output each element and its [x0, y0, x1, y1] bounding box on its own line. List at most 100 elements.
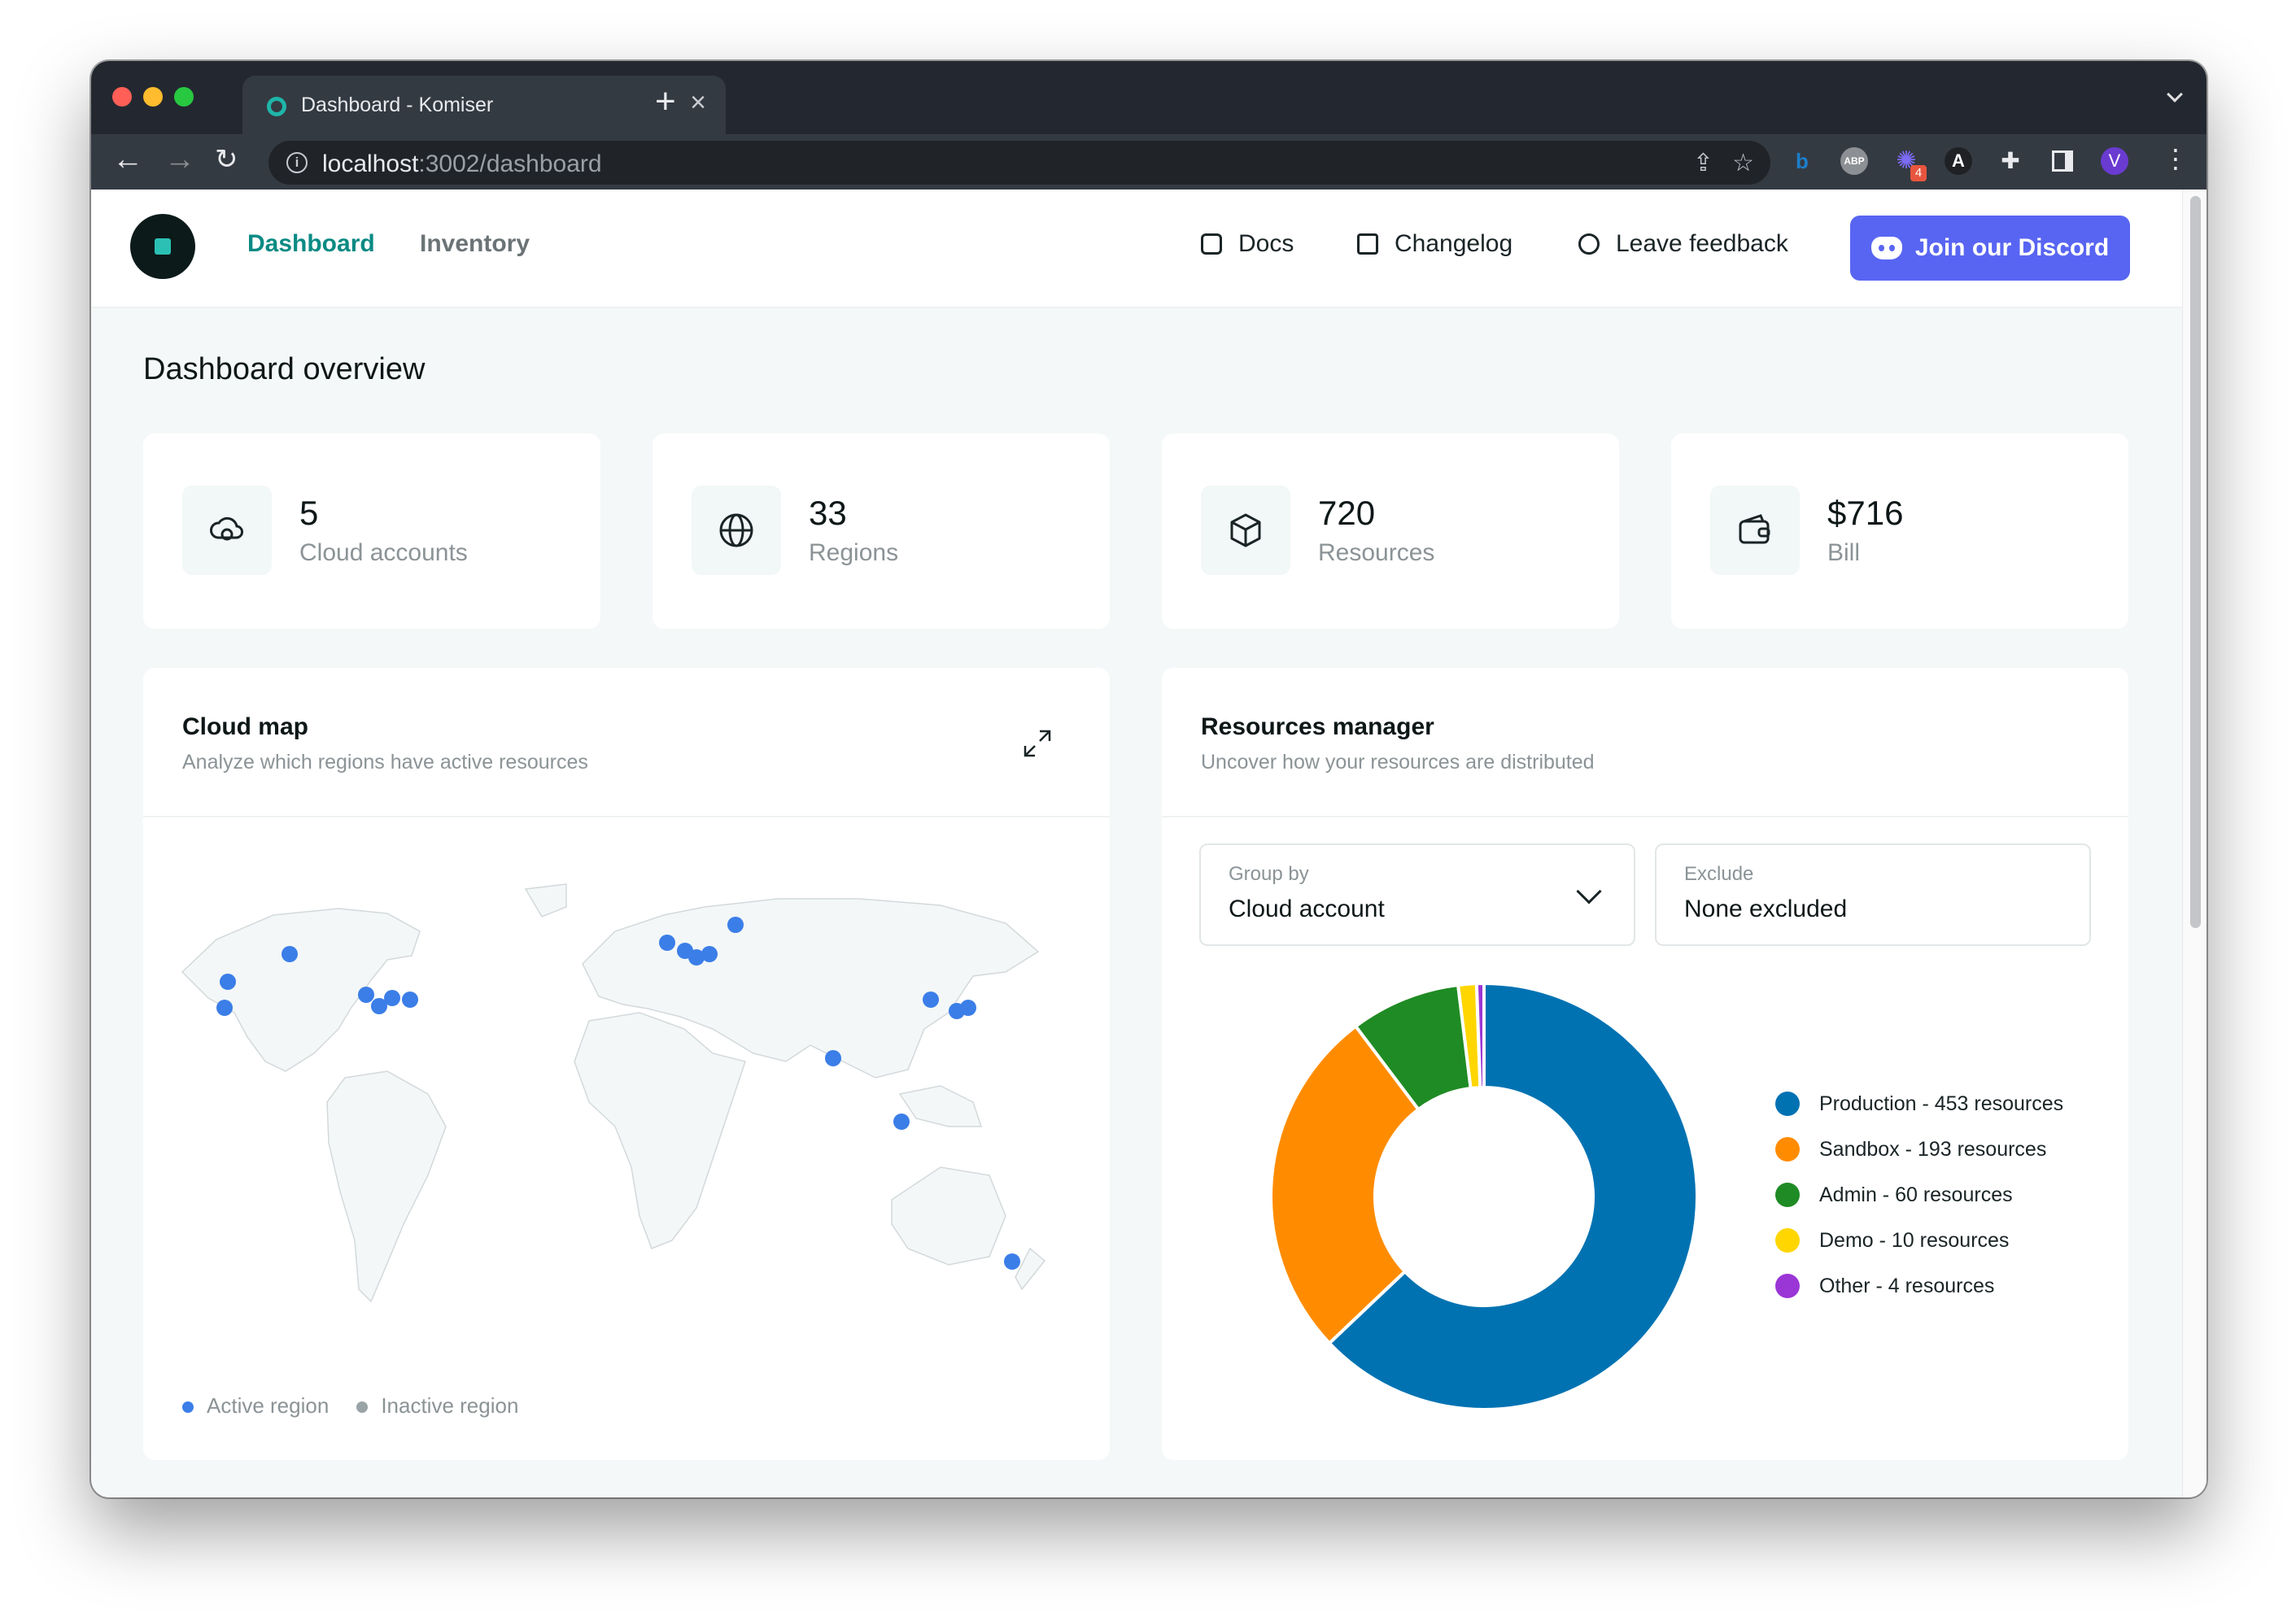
legend-label: Admin - 60 resources: [1819, 1183, 2013, 1206]
join-discord-button[interactable]: Join our Discord: [1850, 216, 2130, 281]
active-region-marker[interactable]: [659, 935, 675, 951]
resources-manager-title: Resources manager: [1201, 713, 1434, 740]
site-info-icon[interactable]: i: [286, 152, 308, 173]
legend-item-other[interactable]: Other - 4 resources: [1775, 1263, 2063, 1309]
app-header: Dashboard Inventory Docs Changelog Leave…: [91, 190, 2182, 308]
browser-tab[interactable]: Dashboard - Komiser ×: [242, 76, 726, 134]
active-region-marker[interactable]: [402, 992, 418, 1008]
active-region-marker[interactable]: [1004, 1253, 1020, 1270]
legend-item-demo[interactable]: Demo - 10 resources: [1775, 1218, 2063, 1263]
feedback-label: Leave feedback: [1616, 230, 1788, 257]
active-region-marker[interactable]: [923, 992, 939, 1008]
active-region-marker[interactable]: [960, 1000, 976, 1016]
active-region-marker[interactable]: [893, 1114, 910, 1130]
stat-value: $716: [1827, 494, 1904, 532]
profile-avatar[interactable]: V: [2101, 147, 2128, 175]
url-text[interactable]: localhost:3002/dashboard: [322, 150, 602, 177]
close-tab-icon[interactable]: ×: [690, 87, 706, 118]
resources-manager-panel: Resources manager Uncover how your resou…: [1162, 668, 2128, 1460]
legend-swatch-icon: [1775, 1137, 1800, 1162]
globe-icon: [692, 486, 781, 575]
active-region-markers: [216, 917, 1020, 1270]
active-region-marker[interactable]: [825, 1050, 841, 1066]
stat-label: Cloud accounts: [299, 539, 468, 566]
active-region-marker[interactable]: [701, 946, 718, 962]
tab-search-chevron-icon[interactable]: [2167, 86, 2183, 102]
abp-icon[interactable]: ABP: [1840, 147, 1868, 175]
puzzle-icon[interactable]: ✚: [2001, 148, 2020, 173]
nav-dashboard[interactable]: Dashboard: [247, 230, 375, 257]
world-map-land: [181, 883, 1046, 1303]
resources-donut-chart: [1269, 981, 1699, 1411]
stat-value: 33: [809, 494, 847, 532]
discord-icon: [1870, 237, 1902, 259]
eurasia-shape: [582, 898, 1040, 1079]
active-region-marker[interactable]: [727, 917, 744, 933]
browser-window: Dashboard - Komiser × + ← → ↻ i localhos…: [91, 61, 2207, 1497]
angular-icon[interactable]: A: [1945, 147, 1972, 175]
active-region-marker[interactable]: [358, 987, 374, 1003]
stat-label: Bill: [1827, 539, 1861, 566]
donut-slice-sandbox[interactable]: [1269, 1023, 1421, 1346]
resources-manager-subtitle: Uncover how your resources are distribut…: [1201, 751, 1595, 774]
group-by-select[interactable]: Group by Cloud account: [1199, 843, 1635, 946]
donut-slice-other[interactable]: [1474, 981, 1486, 1090]
south-america-shape: [326, 1070, 447, 1303]
bing-icon[interactable]: b: [1796, 149, 1809, 173]
active-dot-icon: [182, 1401, 194, 1414]
forward-icon[interactable]: →: [164, 142, 195, 177]
donut-slice-production[interactable]: [1327, 981, 1699, 1411]
extension-badge: 4: [1910, 165, 1927, 181]
zoom-window-icon[interactable]: [174, 87, 194, 107]
legend-item-admin[interactable]: Admin - 60 resources: [1775, 1172, 2063, 1218]
greenland-shape: [524, 883, 567, 917]
exclude-value: None excluded: [1684, 896, 1848, 922]
active-region-marker[interactable]: [282, 946, 298, 962]
legend-label: Demo - 10 resources: [1819, 1228, 2010, 1252]
cloud-icon: [182, 486, 272, 575]
reload-icon[interactable]: ↻: [215, 144, 238, 175]
changelog-link[interactable]: Changelog: [1357, 230, 1512, 258]
scrollbar-thumb[interactable]: [2190, 196, 2201, 928]
minimize-window-icon[interactable]: [143, 87, 163, 107]
share-icon[interactable]: ⇪: [1692, 150, 1713, 177]
stat-card-bill: $716 Bill: [1671, 434, 2128, 629]
new-tab-icon[interactable]: +: [655, 81, 676, 121]
active-region-marker[interactable]: [688, 949, 705, 965]
changelog-icon: [1357, 233, 1378, 255]
address-bar[interactable]: i localhost:3002/dashboard ⇪ ☆: [268, 141, 1770, 185]
nav-inventory[interactable]: Inventory: [420, 230, 530, 257]
stat-card-regions: 33 Regions: [653, 434, 1110, 629]
active-region-marker[interactable]: [371, 998, 387, 1014]
expand-icon[interactable]: [1022, 728, 1053, 759]
tab-title: Dashboard - Komiser: [301, 94, 494, 116]
close-window-icon[interactable]: [112, 87, 132, 107]
active-region-marker[interactable]: [216, 1000, 233, 1016]
exclude-select[interactable]: Exclude None excluded: [1655, 843, 2091, 946]
docs-label: Docs: [1238, 230, 1294, 257]
back-icon[interactable]: ←: [112, 142, 143, 177]
map-legend: Active region Inactive region: [182, 1393, 518, 1419]
active-region-marker[interactable]: [220, 974, 236, 990]
stat-value: 5: [299, 494, 319, 532]
sidebar-icon[interactable]: [2049, 147, 2076, 175]
legend-swatch-icon: [1775, 1274, 1800, 1298]
active-region-marker[interactable]: [384, 990, 400, 1006]
browser-menu-icon[interactable]: ⋮: [2163, 144, 2189, 173]
legend-item-sandbox[interactable]: Sandbox - 193 resources: [1775, 1127, 2063, 1172]
legend-item-production[interactable]: Production - 453 resources: [1775, 1081, 2063, 1127]
stat-card-cloud-accounts: 5 Cloud accounts: [143, 434, 600, 629]
world-map[interactable]: [143, 817, 1110, 1387]
inactive-dot-icon: [356, 1401, 369, 1414]
chevron-down-icon[interactable]: [1576, 878, 1602, 904]
komiser-logo[interactable]: [130, 214, 195, 279]
docs-link[interactable]: Docs: [1201, 230, 1294, 258]
feedback-link[interactable]: Leave feedback: [1578, 230, 1788, 258]
legend-swatch-icon: [1775, 1092, 1800, 1116]
page-scrollbar[interactable]: [2182, 190, 2207, 1497]
legend-label: Production - 453 resources: [1819, 1092, 2064, 1115]
legend-label: Sandbox - 193 resources: [1819, 1137, 2047, 1161]
docs-icon: [1201, 233, 1222, 255]
bookmark-star-icon[interactable]: ☆: [1732, 150, 1754, 177]
tab-strip: Dashboard - Komiser × +: [91, 61, 2207, 134]
